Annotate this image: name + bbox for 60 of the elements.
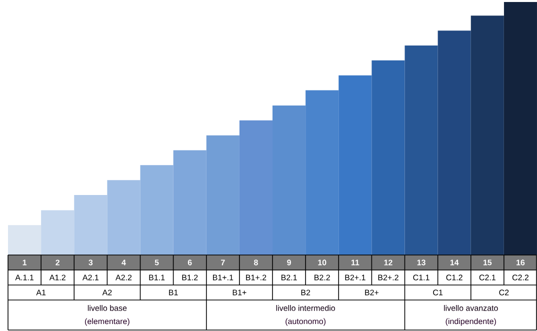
text: B1+.1 bbox=[213, 274, 234, 280]
x-tick-label: 16 bbox=[516, 260, 525, 266]
x-tick-label: 7 bbox=[221, 260, 225, 266]
text: C2 bbox=[499, 290, 509, 296]
bar bbox=[8, 225, 42, 255]
text: (elementare) bbox=[85, 318, 130, 326]
text: A2 bbox=[102, 290, 112, 296]
text: livello intermedio bbox=[276, 305, 335, 311]
x-tick-label: 8 bbox=[254, 260, 258, 266]
text: A1 bbox=[36, 290, 46, 296]
text: A2.1 bbox=[82, 274, 99, 280]
bar bbox=[74, 195, 108, 255]
text: B1+ bbox=[232, 290, 246, 296]
text: C1 bbox=[433, 290, 443, 296]
text: B2+.1 bbox=[345, 274, 366, 280]
text: B1+.2 bbox=[246, 274, 266, 280]
x-tick-label: 9 bbox=[287, 260, 291, 266]
x-tick-label: 15 bbox=[483, 260, 492, 266]
x-tick-label: 4 bbox=[122, 260, 126, 266]
text: B2.2 bbox=[314, 274, 330, 280]
x-tick-label: 12 bbox=[384, 260, 392, 266]
text: C2.1 bbox=[479, 274, 496, 280]
x-tick-label: 13 bbox=[417, 260, 426, 266]
bar bbox=[306, 90, 339, 255]
bar bbox=[504, 2, 537, 255]
text: B1 bbox=[169, 290, 178, 296]
bar bbox=[107, 180, 140, 255]
bar bbox=[140, 165, 174, 255]
x-tick-label: 14 bbox=[450, 260, 459, 266]
bar bbox=[206, 135, 240, 255]
text: C1.1 bbox=[413, 274, 430, 280]
text: A1.2 bbox=[49, 274, 66, 280]
text: B2+ bbox=[365, 290, 379, 296]
x-tick-label: 1 bbox=[22, 260, 27, 266]
x-tick-label: 5 bbox=[154, 260, 159, 266]
text: C2.2 bbox=[512, 274, 529, 280]
text: B2.1 bbox=[281, 274, 297, 280]
bar bbox=[470, 16, 504, 255]
x-tick-label: 2 bbox=[56, 260, 60, 266]
text: A.1.1 bbox=[15, 274, 34, 280]
bar bbox=[338, 75, 372, 255]
bar bbox=[41, 210, 74, 255]
bar bbox=[372, 60, 405, 255]
text: (autonomo) bbox=[286, 318, 326, 326]
text: A2.2 bbox=[116, 274, 132, 280]
x-tick-label: 11 bbox=[351, 260, 360, 266]
bar bbox=[404, 46, 438, 255]
text: B1.2 bbox=[182, 274, 198, 280]
text: B2+.2 bbox=[378, 274, 398, 280]
x-tick-label: 6 bbox=[188, 260, 192, 266]
text: C1.2 bbox=[446, 274, 462, 280]
x-tick-label: 3 bbox=[88, 260, 93, 266]
bar bbox=[438, 30, 471, 255]
text: (indipendente) bbox=[446, 318, 496, 326]
bar bbox=[173, 150, 206, 255]
text: livello avanzato bbox=[444, 305, 498, 311]
text: B2 bbox=[301, 290, 310, 296]
text: B1.1 bbox=[149, 274, 165, 280]
x-tick-label: 10 bbox=[318, 260, 326, 266]
text: livello base bbox=[88, 305, 127, 311]
